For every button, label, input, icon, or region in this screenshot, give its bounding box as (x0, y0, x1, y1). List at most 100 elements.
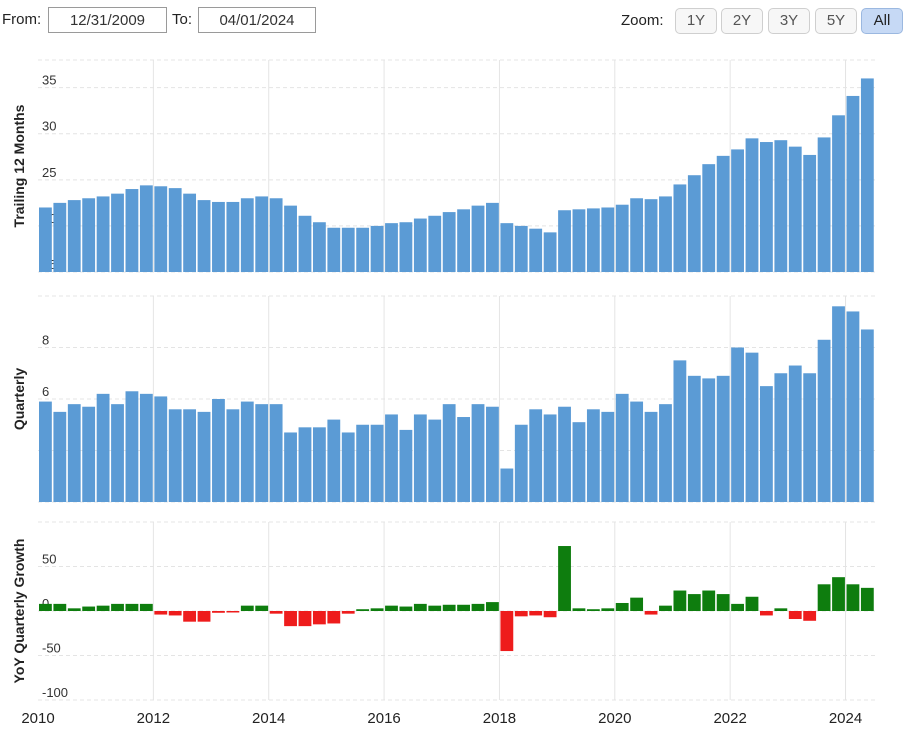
bar (760, 386, 773, 502)
bar (486, 406, 499, 502)
bar (298, 611, 312, 627)
y-axis-label: Quarterly (11, 368, 27, 430)
bar (125, 391, 139, 502)
bar (284, 205, 297, 272)
bar (327, 419, 341, 502)
bar (846, 95, 860, 273)
bar (240, 401, 254, 502)
bar (774, 140, 788, 272)
bar (572, 209, 586, 272)
bar (442, 212, 456, 272)
bar (601, 207, 615, 272)
bar (586, 609, 600, 611)
bar (745, 352, 759, 502)
bar (197, 200, 211, 272)
bar (212, 201, 225, 272)
chart-panel-1: 1520253035Trailing 12 Months (11, 59, 877, 273)
x-tick-label: 2012 (137, 710, 170, 727)
from-label: From: (2, 11, 42, 28)
toolbar: From: 12/31/2009 To: 04/01/2024 Zoom: 1Y… (0, 0, 909, 42)
bar (341, 227, 355, 272)
bar (860, 587, 874, 611)
bar (370, 608, 384, 611)
bar (183, 409, 197, 502)
bar (731, 149, 744, 272)
zoom-label: Zoom: (621, 12, 664, 29)
bar (39, 603, 52, 611)
bar (428, 215, 442, 272)
bar (687, 594, 701, 611)
zoom-1y-button[interactable]: 1Y (675, 8, 717, 34)
bar (673, 590, 687, 611)
bar (659, 404, 672, 502)
bar (514, 611, 528, 617)
bar (96, 393, 110, 502)
bar (39, 207, 52, 272)
bar (673, 360, 687, 502)
bar (543, 611, 557, 618)
bar (514, 424, 528, 502)
bar (788, 365, 802, 502)
to-date-input[interactable]: 04/01/2024 (198, 7, 316, 33)
bar (803, 154, 817, 272)
bar (500, 611, 514, 652)
bar (312, 611, 326, 625)
zoom-2y-button[interactable]: 2Y (721, 8, 763, 34)
bar (673, 184, 687, 272)
bar (284, 432, 297, 502)
bar (240, 198, 254, 272)
bar (716, 375, 730, 502)
from-date-input[interactable]: 12/31/2009 (48, 7, 167, 33)
bar (154, 396, 168, 502)
bar (442, 404, 456, 502)
bar (428, 419, 442, 502)
bar (327, 227, 341, 272)
bar (615, 602, 629, 611)
bar (341, 432, 355, 502)
x-tick-label: 2020 (598, 710, 631, 727)
y-tick-label: -100 (42, 685, 68, 700)
y-tick-label: -50 (42, 641, 61, 656)
y-axis-label: YoY Quarterly Growth (11, 539, 27, 684)
x-tick-label: 2016 (367, 710, 400, 727)
bar (529, 611, 543, 616)
bar (255, 605, 269, 611)
bar (832, 577, 845, 611)
bar (298, 215, 312, 272)
bar (39, 401, 52, 502)
to-label: To: (172, 11, 193, 28)
bar (385, 414, 398, 502)
bar (399, 606, 413, 611)
bar (67, 608, 81, 611)
bar (586, 409, 600, 502)
bar (139, 185, 153, 272)
bar (399, 429, 413, 502)
bar (500, 468, 514, 502)
bar (139, 603, 153, 611)
bar (471, 603, 485, 611)
zoom-all-button[interactable]: All (861, 8, 903, 34)
bar (413, 603, 427, 611)
bar (500, 223, 514, 272)
bar (356, 609, 370, 611)
zoom-5y-button[interactable]: 5Y (815, 8, 857, 34)
bar (745, 596, 759, 611)
bar (471, 205, 485, 272)
bar (716, 155, 730, 272)
bar (82, 606, 96, 611)
bar (803, 611, 817, 621)
bar (111, 603, 124, 611)
bar (630, 198, 644, 272)
zoom-3y-button[interactable]: 3Y (768, 8, 810, 34)
bar (745, 138, 759, 272)
bar (168, 611, 182, 616)
bar (111, 193, 124, 272)
bar (53, 603, 67, 611)
bar (413, 218, 427, 272)
bar (558, 406, 571, 502)
bar (183, 611, 197, 622)
bar (774, 608, 788, 611)
bar (457, 604, 470, 611)
bar (788, 146, 802, 272)
bar (154, 186, 168, 272)
